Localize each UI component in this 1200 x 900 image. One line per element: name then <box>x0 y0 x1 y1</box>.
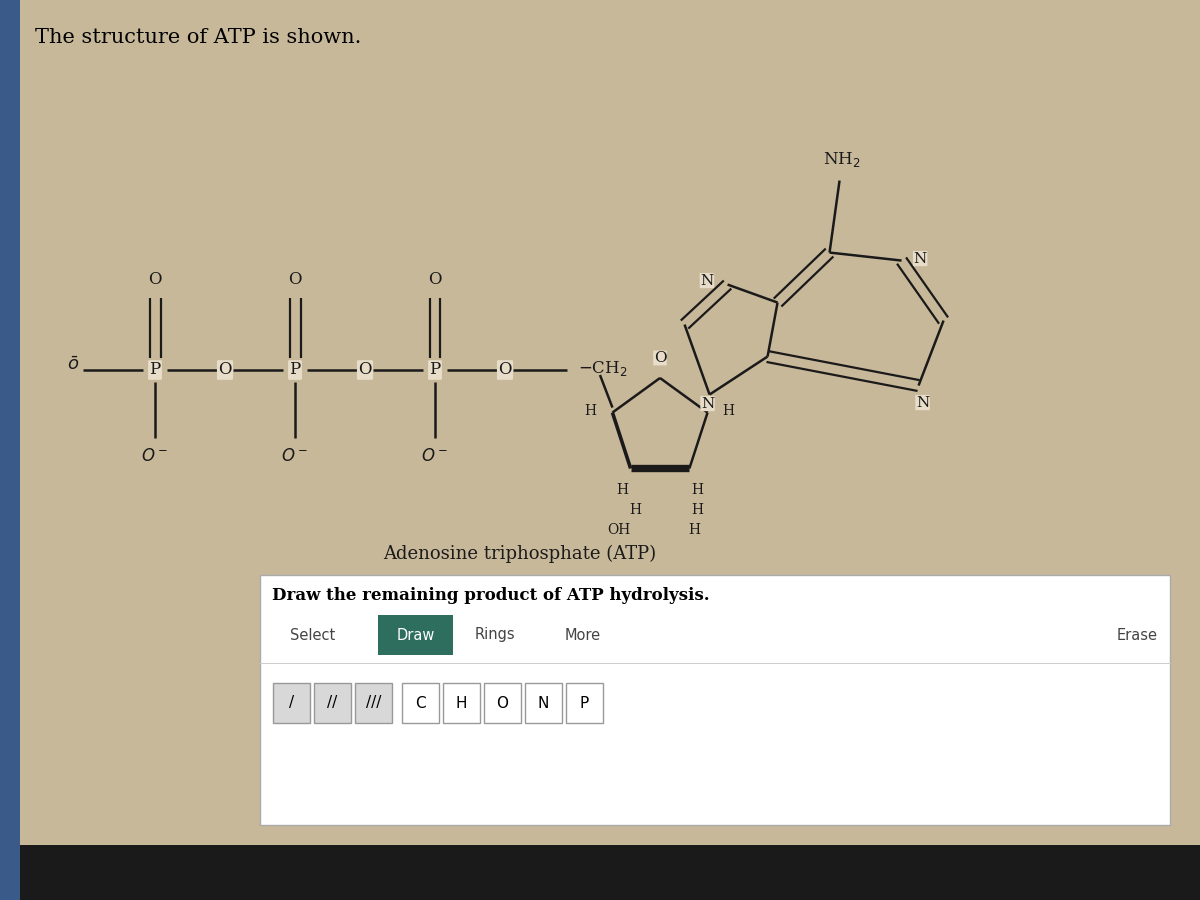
Text: ///: /// <box>366 696 382 710</box>
Text: O: O <box>359 362 372 379</box>
Text: N: N <box>701 274 714 287</box>
Text: N: N <box>916 395 929 410</box>
Text: H: H <box>691 503 703 517</box>
FancyBboxPatch shape <box>402 683 439 723</box>
Text: $O^-$: $O^-$ <box>421 448 449 465</box>
Text: O: O <box>654 351 666 365</box>
Text: P: P <box>430 362 440 379</box>
Text: N: N <box>701 397 714 410</box>
Text: O: O <box>149 271 162 288</box>
Text: H: H <box>722 403 734 418</box>
Text: P: P <box>580 696 589 710</box>
FancyBboxPatch shape <box>526 683 562 723</box>
FancyBboxPatch shape <box>484 683 521 723</box>
Text: Rings: Rings <box>475 627 516 643</box>
FancyBboxPatch shape <box>355 683 392 723</box>
Bar <box>0 845 1200 900</box>
Text: Adenosine triphosphate (ATP): Adenosine triphosphate (ATP) <box>384 545 656 563</box>
Text: C: C <box>415 696 426 710</box>
Text: O: O <box>497 696 509 710</box>
FancyBboxPatch shape <box>378 615 454 655</box>
Text: O: O <box>218 362 232 379</box>
Text: MacBook Pro: MacBook Pro <box>553 867 647 882</box>
Text: /: / <box>289 696 294 710</box>
Text: NH$_2$: NH$_2$ <box>823 149 860 168</box>
Text: H: H <box>689 524 701 537</box>
Text: H: H <box>691 483 703 498</box>
Text: Draw: Draw <box>396 627 434 643</box>
Text: N: N <box>538 696 550 710</box>
Text: //: // <box>328 696 337 710</box>
FancyBboxPatch shape <box>314 683 352 723</box>
FancyBboxPatch shape <box>443 683 480 723</box>
Text: H: H <box>584 403 596 418</box>
Text: $O^-$: $O^-$ <box>142 448 168 465</box>
Text: O: O <box>428 271 442 288</box>
FancyBboxPatch shape <box>566 683 602 723</box>
Text: P: P <box>289 362 301 379</box>
Text: $-$CH$_2$: $-$CH$_2$ <box>578 358 628 377</box>
Bar <box>0 0 20 900</box>
Text: H: H <box>456 696 467 710</box>
Text: More: More <box>565 627 601 643</box>
Text: OH: OH <box>607 524 630 537</box>
Text: The structure of ATP is shown.: The structure of ATP is shown. <box>35 28 361 47</box>
Text: $\bar{o}$: $\bar{o}$ <box>67 356 79 374</box>
FancyBboxPatch shape <box>260 575 1170 825</box>
Text: N: N <box>913 251 926 266</box>
Text: O: O <box>498 362 511 379</box>
Text: $O^-$: $O^-$ <box>282 448 308 465</box>
Text: Erase: Erase <box>1117 627 1158 643</box>
Text: Draw the remaining product of ATP hydrolysis.: Draw the remaining product of ATP hydrol… <box>272 587 709 604</box>
Text: H: H <box>617 483 629 498</box>
Text: O: O <box>288 271 301 288</box>
Text: P: P <box>149 362 161 379</box>
FancyBboxPatch shape <box>274 683 310 723</box>
Text: Select: Select <box>290 627 335 643</box>
Text: H: H <box>630 503 642 517</box>
